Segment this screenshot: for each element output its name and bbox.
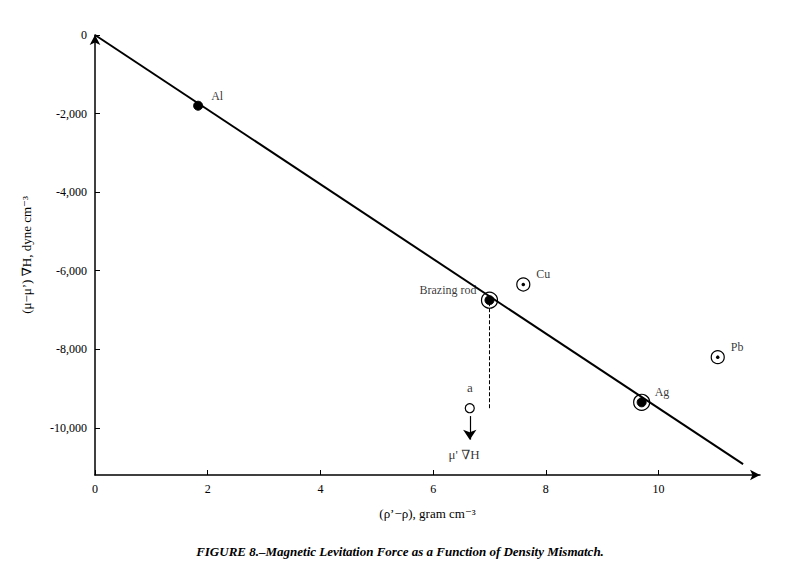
svg-text:FIGURE 8.–Magnetic Levitation: FIGURE 8.–Magnetic Levitation Force as a… (195, 544, 604, 559)
svg-text:-4,000: -4,000 (56, 185, 87, 199)
svg-text:(μ−μ’) ∇H, dyne cm⁻³: (μ−μ’) ∇H, dyne cm⁻³ (19, 196, 34, 314)
svg-text:Cu: Cu (536, 267, 550, 281)
svg-text:0: 0 (81, 28, 87, 42)
svg-text:4: 4 (317, 482, 323, 496)
svg-text:6: 6 (430, 482, 436, 496)
svg-text:Brazing rod: Brazing rod (420, 283, 477, 297)
svg-text:10: 10 (653, 482, 665, 496)
svg-text:-10,000: -10,000 (50, 421, 87, 435)
svg-text:Pb: Pb (731, 340, 744, 354)
svg-text:8: 8 (543, 482, 549, 496)
svg-text:Ag: Ag (655, 385, 670, 399)
svg-text:-2,000: -2,000 (56, 107, 87, 121)
svg-text:2: 2 (205, 482, 211, 496)
svg-text:0: 0 (92, 482, 98, 496)
svg-text:Al: Al (211, 89, 224, 103)
svg-text:-6,000: -6,000 (56, 264, 87, 278)
svg-text:μ' ∇H: μ' ∇H (449, 447, 480, 462)
svg-text:a: a (467, 380, 473, 395)
svg-text:-8,000: -8,000 (56, 342, 87, 356)
svg-text:(ρ’−ρ), gram cm⁻³: (ρ’−ρ), gram cm⁻³ (379, 506, 475, 521)
